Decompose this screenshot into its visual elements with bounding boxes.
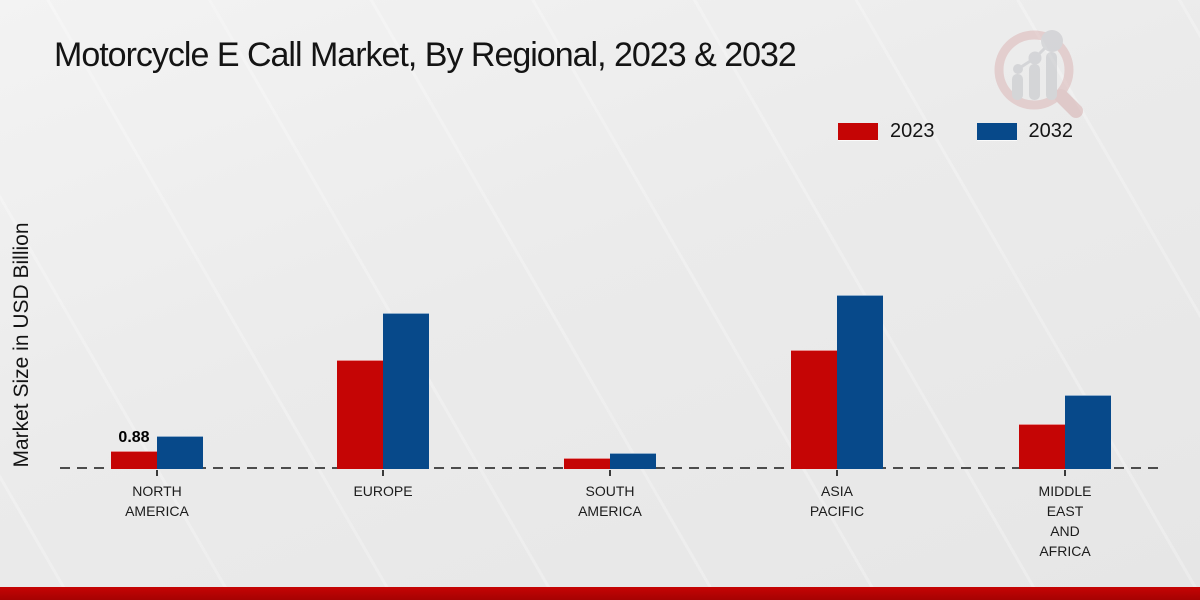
legend-item-2023: 2023 [838, 120, 935, 143]
x-axis-category-label: SOUTH AMERICA [578, 483, 642, 519]
bar-2023-europe [337, 360, 383, 469]
bar-2032-asia-pacific [837, 295, 883, 469]
bar-2032-europe [383, 313, 429, 469]
bar-2032-middle-east-and-africa [1065, 395, 1111, 469]
x-axis-tick [1064, 470, 1066, 476]
bar-2032-south-america [610, 453, 656, 469]
x-axis-category-label: EUROPE [353, 483, 413, 499]
bar-2023-asia-pacific [791, 350, 837, 469]
bar-2023-north-america [111, 451, 157, 469]
x-axis-category-label: NORTH AMERICA [125, 483, 189, 519]
legend-swatch-2023 [838, 123, 878, 140]
bar-2032-north-america [157, 436, 203, 469]
x-axis-category-label: ASIA PACIFIC [809, 483, 865, 519]
legend-item-2032: 2032 [976, 120, 1074, 143]
x-axis-category-label: MIDDLE EAST AND AFRICA [1038, 483, 1092, 559]
legend-label-2023: 2023 [890, 120, 935, 142]
legend: 2023 2032 [838, 120, 1073, 143]
bar-value-label: 0.88 [118, 429, 150, 446]
x-axis-tick [836, 470, 838, 476]
x-axis-tick [156, 470, 158, 476]
market-research-future-logo-icon [988, 26, 1088, 120]
legend-label-2032: 2032 [1028, 120, 1074, 142]
footer-accent-bar [0, 587, 1200, 600]
bar-2023-middle-east-and-africa [1019, 424, 1065, 469]
chart-title: Motorcycle E Call Market, By Regional, 2… [54, 36, 797, 74]
x-axis-tick [382, 470, 384, 476]
x-axis-tick [609, 470, 611, 476]
legend-swatch-2032 [976, 123, 1017, 140]
bar-2023-south-america [564, 458, 610, 469]
